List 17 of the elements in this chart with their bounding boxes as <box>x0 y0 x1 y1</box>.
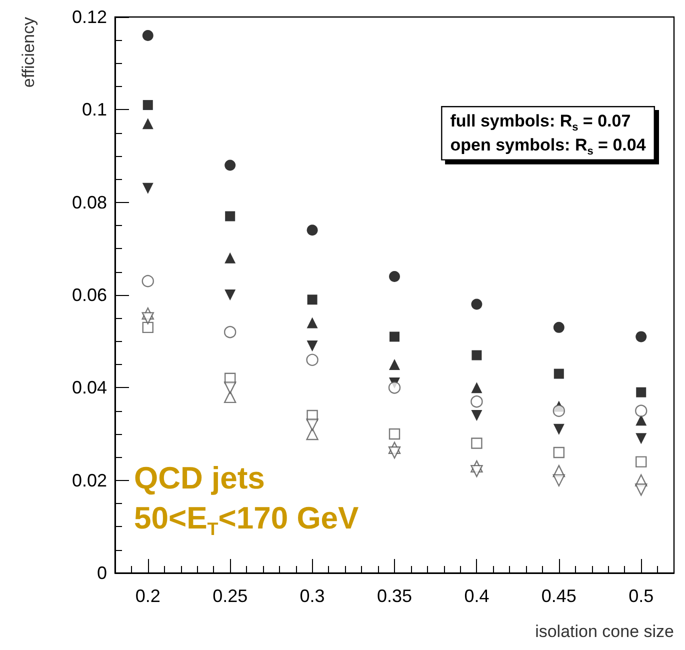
x-tick-label: 0.25 <box>212 586 248 606</box>
y-tick-label: 0.06 <box>72 285 107 305</box>
x-tick-label: 0.5 <box>628 586 654 606</box>
annotation: QCD jets <box>134 460 265 496</box>
x-tick-label: 0.2 <box>135 586 160 606</box>
y-axis-title: efficiency <box>19 16 38 88</box>
y-tick-label: 0.12 <box>72 7 107 27</box>
x-tick-label: 0.35 <box>376 586 412 606</box>
y-tick-label: 0.04 <box>72 378 107 398</box>
y-tick-label: 0.02 <box>72 470 107 490</box>
x-tick-label: 0.45 <box>541 586 576 606</box>
y-tick-label: 0.1 <box>82 100 107 120</box>
y-tick-label: 0 <box>96 563 107 583</box>
x-tick-label: 0.4 <box>464 586 490 606</box>
y-tick-label: 0.08 <box>72 192 107 212</box>
x-axis-title: isolation cone size <box>535 622 674 641</box>
x-tick-label: 0.3 <box>300 586 325 606</box>
